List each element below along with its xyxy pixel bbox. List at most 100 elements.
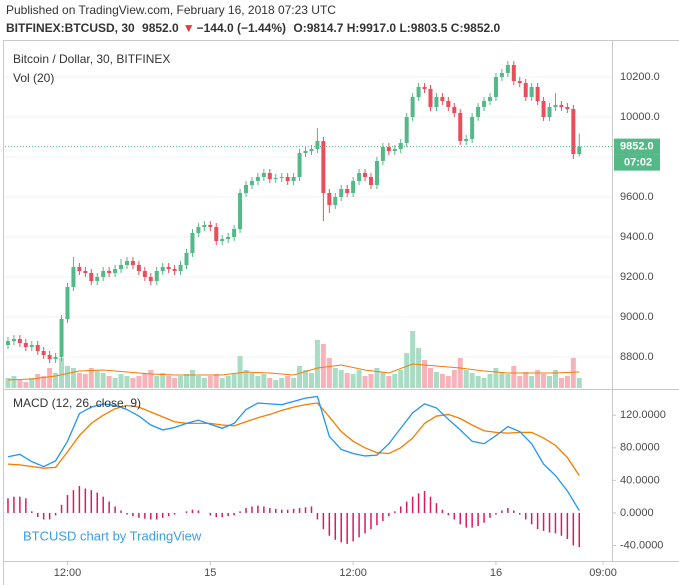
histogram-bar — [566, 512, 569, 540]
candle-body — [184, 253, 189, 265]
candle-body — [553, 105, 558, 107]
candle-body — [303, 151, 308, 153]
volume-bar — [547, 376, 553, 388]
histogram-bar — [394, 511, 396, 513]
volume-bar — [427, 368, 433, 388]
histogram-bar — [221, 512, 223, 518]
histogram-bar — [453, 512, 456, 520]
volume-bar — [552, 370, 558, 388]
candle-body — [214, 227, 219, 241]
histogram-bar — [471, 512, 473, 528]
y-tick-label: -40.0000 — [620, 539, 663, 551]
candle-body — [113, 269, 118, 273]
volume-bar — [451, 370, 457, 388]
volume-bar — [481, 378, 487, 388]
candle-body — [488, 97, 493, 101]
volume-bar — [469, 373, 475, 388]
y-tick-label: 9400.0 — [620, 231, 654, 243]
histogram-bar — [495, 512, 497, 515]
candle-body — [351, 181, 356, 193]
histogram-bar — [161, 512, 164, 518]
y-tick-label: 80.0000 — [620, 442, 660, 454]
volume-bar — [433, 372, 439, 388]
candle-body — [452, 107, 457, 113]
volume-bar — [285, 376, 291, 388]
histogram-bar — [489, 512, 491, 518]
x-tick-label: 12:00 — [339, 567, 367, 579]
volume-bar — [570, 358, 576, 388]
volume-bar — [279, 378, 285, 388]
published: Published on TradingView.com, February 1… — [6, 3, 336, 17]
candle-body — [422, 87, 427, 89]
volume-bar — [541, 374, 547, 388]
volume-bar — [64, 366, 70, 388]
volume-bar — [332, 368, 338, 388]
candle-body — [35, 345, 40, 351]
histogram-bar — [465, 512, 467, 528]
candle-body — [89, 273, 94, 281]
histogram-bar — [257, 505, 259, 513]
candle-body — [160, 267, 165, 271]
volume-bar — [308, 373, 314, 388]
histogram-bar — [72, 490, 75, 513]
volume-bar — [576, 378, 582, 388]
histogram-bar — [417, 493, 420, 513]
histogram-bar — [572, 512, 575, 546]
y-tick-label: 10200.0 — [620, 71, 660, 83]
candle-body — [220, 239, 225, 241]
histogram-bar — [239, 511, 241, 513]
histogram-bar — [399, 506, 402, 513]
candle-body — [476, 107, 481, 117]
candle-body — [178, 265, 183, 271]
volume-bar — [267, 378, 273, 388]
candle-body — [297, 153, 302, 177]
candle-body — [190, 233, 195, 253]
histogram-bar — [144, 512, 146, 519]
volume-bar — [326, 358, 332, 388]
histogram-bar — [197, 510, 200, 513]
volume-bar — [231, 374, 237, 388]
volume-bar — [5, 378, 11, 388]
volume-bar — [178, 376, 184, 388]
candle-body — [130, 261, 135, 265]
histogram-bar — [215, 512, 218, 518]
histogram-bar — [423, 490, 426, 513]
histogram-bar — [114, 506, 116, 513]
volume-bar — [76, 373, 82, 388]
volume-bar — [380, 372, 386, 388]
volume-bar — [35, 374, 41, 388]
volume-bar — [11, 376, 17, 388]
histogram-bar — [108, 501, 110, 513]
symbol-bar: BITFINEX:BTCUSD, 30 9852.0 ▼ −144.0 (−1.44… — [6, 21, 504, 35]
candle-body — [154, 271, 159, 281]
volume-bar — [88, 368, 94, 388]
histogram-bar — [483, 512, 485, 523]
candle-body — [5, 341, 10, 345]
volume-bar — [558, 378, 564, 388]
volume-bar — [457, 358, 463, 388]
histogram-bar — [84, 488, 87, 513]
volume-bar — [303, 370, 309, 388]
candle-body — [267, 173, 272, 179]
histogram-bar — [578, 512, 581, 548]
macd-line — [7, 395, 580, 511]
candle-body — [77, 267, 82, 271]
candle-body — [529, 87, 534, 97]
histogram-bar — [13, 496, 15, 513]
volume-bar — [237, 356, 243, 388]
volume-bar — [106, 376, 112, 388]
histogram-bar — [275, 508, 277, 513]
histogram-bar — [388, 512, 390, 517]
histogram-bar — [167, 512, 170, 517]
candle-body — [458, 113, 463, 141]
histogram-bar — [96, 492, 98, 513]
candle-body — [517, 81, 522, 83]
volume-bar — [23, 382, 29, 388]
volume-bar — [398, 370, 404, 388]
candle-body — [148, 277, 153, 281]
candle-body — [273, 178, 278, 179]
candle-body — [398, 143, 403, 149]
candle-body — [166, 267, 171, 269]
volume-bar — [255, 376, 261, 388]
last: 9852.0 — [142, 21, 179, 35]
